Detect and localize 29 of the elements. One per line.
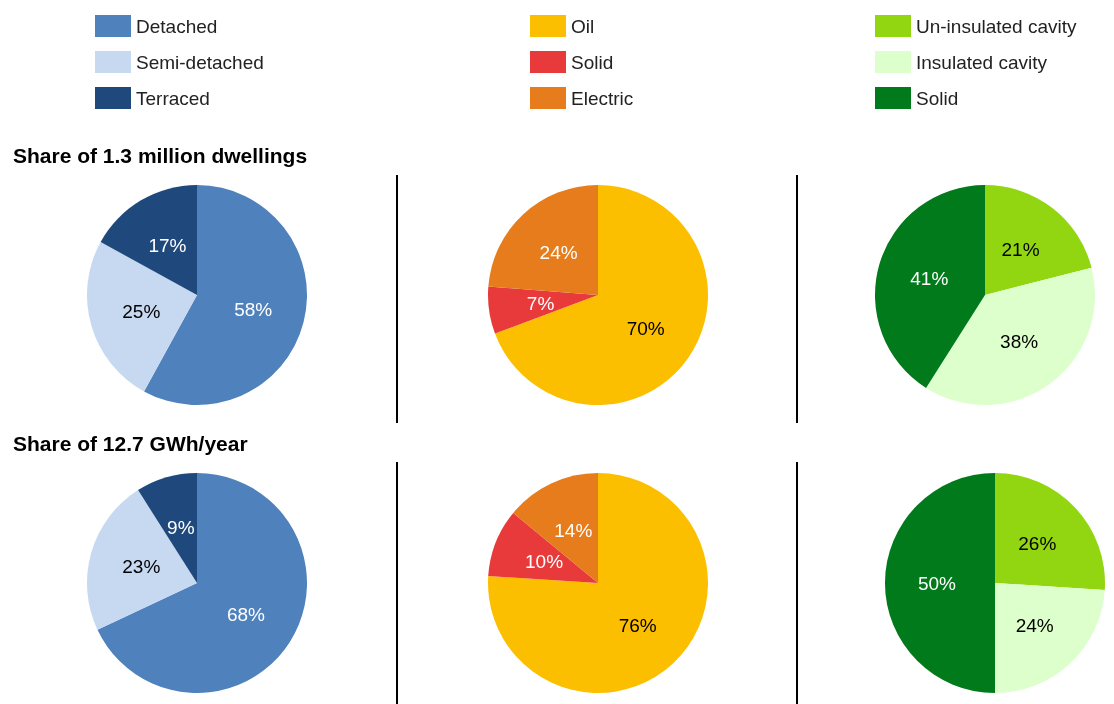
data-label: 58% (234, 298, 273, 320)
text: Share of 1.3 million dwellings (13, 144, 308, 167)
legend-label: Terraced (136, 87, 210, 109)
legend-label: Oil (571, 15, 595, 37)
data-label: 26% (1018, 532, 1057, 554)
data-label: 70% (626, 317, 665, 339)
data-label: 7% (526, 292, 555, 314)
data-label: 38% (1000, 331, 1039, 353)
data-label: 24% (1015, 614, 1054, 636)
data-label: 25% (122, 300, 161, 322)
data-label: 50% (917, 572, 957, 594)
legend-label: Solid (916, 87, 959, 109)
data-label: 14% (554, 520, 593, 542)
legend-label: Solid (571, 51, 614, 73)
data-label: 68% (226, 603, 266, 625)
data-label: 21% (1001, 238, 1040, 260)
data-label: 41% (910, 268, 949, 290)
legend-label: Un-insulated cavity (916, 15, 1078, 37)
chart-title: Share of 12.7 GWh/year (13, 432, 248, 455)
legend-label: Insulated cavity (916, 51, 1048, 73)
data-label: 17% (148, 234, 187, 256)
legend-label: Electric (571, 87, 634, 109)
data-label: 76% (618, 614, 657, 636)
data-label: 24% (539, 241, 578, 263)
legend-label: Detached (136, 15, 218, 37)
legend-label: Semi-detached (136, 51, 264, 73)
data-label: 10% (525, 551, 564, 573)
data-label: 23% (122, 556, 161, 578)
data-label: 9% (167, 516, 195, 538)
